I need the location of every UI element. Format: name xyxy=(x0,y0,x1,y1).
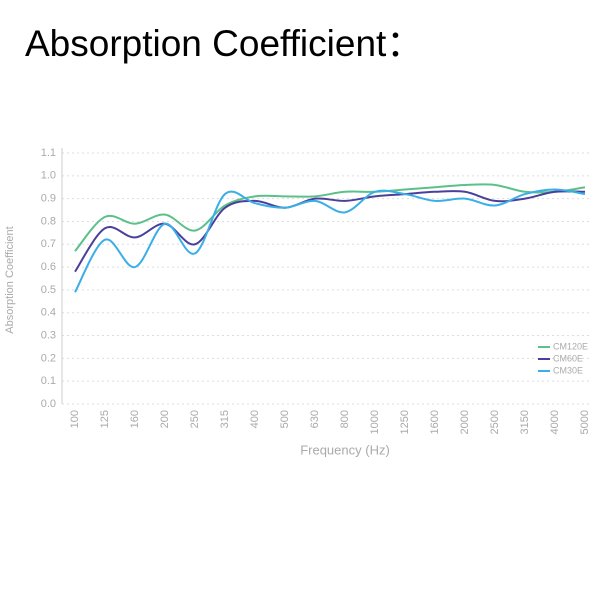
y-axis-label: Absorption Coefficient xyxy=(4,226,16,333)
y-tick-label: 0.6 xyxy=(41,261,56,273)
x-tick-label: 800 xyxy=(339,410,351,428)
y-tick-label: 1.1 xyxy=(41,147,56,159)
x-tick-label: 630 xyxy=(309,410,321,428)
y-tick-label: 0.2 xyxy=(41,352,56,364)
x-tick-label: 315 xyxy=(219,410,231,428)
y-tick-label: 0.3 xyxy=(41,329,56,341)
y-tick-label: 0.7 xyxy=(41,238,56,250)
x-tick-label: 2000 xyxy=(459,410,471,434)
legend-label: CM60E xyxy=(553,353,583,363)
x-axis-label: Frequency (Hz) xyxy=(300,442,390,457)
x-tick-label: 100 xyxy=(69,410,81,428)
series-line xyxy=(74,188,586,293)
x-tick-label: 2500 xyxy=(489,410,501,434)
y-tick-label: 0.9 xyxy=(41,193,56,205)
y-tick-label: 0.0 xyxy=(41,398,56,410)
x-tick-label: 1600 xyxy=(429,410,441,434)
y-tick-label: 0.5 xyxy=(41,284,56,296)
y-tick-label: 1.0 xyxy=(41,170,56,182)
x-tick-label: 500 xyxy=(279,410,291,428)
legend-label: CM30E xyxy=(553,365,583,375)
x-tick-label: 3150 xyxy=(519,410,531,434)
x-tick-label: 200 xyxy=(159,410,171,428)
series-line xyxy=(74,190,586,273)
series-line xyxy=(74,183,586,252)
x-tick-label: 125 xyxy=(99,410,111,428)
y-tick-label: 0.8 xyxy=(41,215,56,227)
chart-title: Absorption Coefficient： xyxy=(25,23,423,64)
x-tick-label: 5000 xyxy=(579,410,591,434)
x-tick-label: 160 xyxy=(129,410,141,428)
y-tick-label: 0.1 xyxy=(41,375,56,387)
y-tick-label: 0.4 xyxy=(41,307,56,319)
legend-label: CM120E xyxy=(553,341,588,351)
x-tick-label: 250 xyxy=(189,410,201,428)
x-tick-label: 1250 xyxy=(399,410,411,434)
x-tick-label: 4000 xyxy=(549,410,561,434)
x-tick-label: 1000 xyxy=(369,410,381,434)
x-tick-label: 400 xyxy=(249,410,261,428)
